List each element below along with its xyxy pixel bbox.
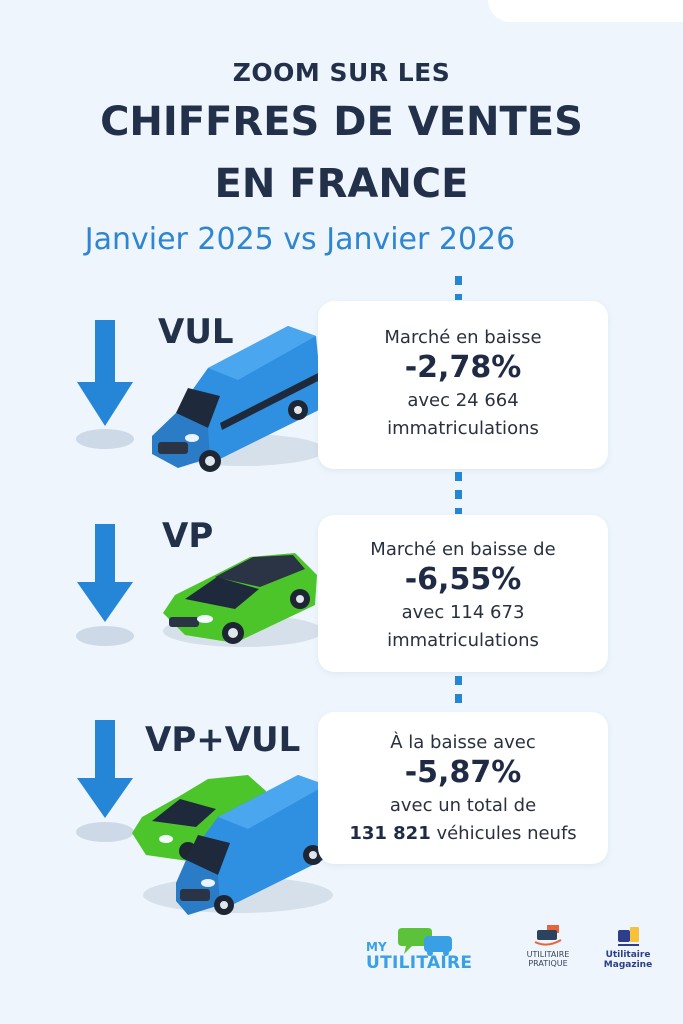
title-line-1: ZOOM SUR LES — [232, 58, 451, 87]
stat-percentage: -5,87% — [404, 755, 522, 790]
period-subtitle: Janvier 2025 vs Janvier 2026 — [84, 222, 516, 257]
section-label: VP — [162, 516, 214, 556]
logo-utilitaire-magazine: Utilitaire Magazine — [598, 926, 658, 976]
stat-total-number: 131 821 — [349, 823, 431, 844]
stat-card-vul: Marché en baisse -2,78% avec 24 664 imma… — [318, 301, 608, 469]
title-line-2: CHIFFRES DE VENTES — [100, 99, 583, 145]
corner-decoration — [488, 0, 683, 22]
page-title: ZOOM SUR LES CHIFFRES DE VENTES EN FRANC… — [0, 58, 683, 211]
stat-unit: immatriculations — [387, 630, 539, 651]
logo-text: Utilitaire — [605, 950, 651, 960]
connector-dash — [455, 676, 462, 710]
car-and-van-icon — [132, 775, 333, 915]
down-arrow-icon — [76, 320, 134, 449]
section-label: VP+VUL — [145, 720, 301, 760]
stat-card-total: À la baisse avec -5,87% avec un total de… — [318, 712, 608, 864]
logo-utilitaire-pratique: UTILITAIRE PRATIQUE — [520, 924, 576, 976]
logo-text-utilitaire: UTILITAIRE — [366, 953, 473, 973]
stat-caption: Marché en baisse — [384, 327, 542, 348]
stat-card-vp: Marché en baisse de -6,55% avec 114 673 … — [318, 515, 608, 672]
connector-dash — [455, 472, 462, 514]
connector-dash — [455, 276, 462, 300]
stat-total: 131 821 véhicules neufs — [318, 820, 608, 848]
logo-myutilitaire: MY UTILITAIRE — [366, 926, 490, 974]
truck-hand-icon — [534, 925, 562, 946]
van-magazine-icon — [618, 927, 639, 946]
stat-count: avec 24 664 — [407, 390, 519, 411]
car-icon — [163, 553, 323, 647]
chat-van-icon — [398, 928, 452, 956]
stat-count: avec 114 673 — [401, 602, 525, 623]
stat-caption: À la baisse avec — [390, 732, 536, 753]
partner-logos: MY UTILITAIRE UTILITAIRE PRATIQUE Utilit… — [0, 920, 683, 980]
stat-percentage: -2,78% — [404, 350, 522, 385]
down-arrow-icon — [76, 524, 134, 646]
stat-caption: Marché en baisse de — [370, 539, 556, 560]
logo-text: UTILITAIRE — [526, 950, 570, 959]
stat-caption-2: avec un total de — [389, 795, 537, 816]
title-line-3: EN FRANCE — [214, 161, 469, 207]
logo-text-my: MY — [366, 940, 387, 954]
stat-unit: immatriculations — [387, 418, 539, 439]
logo-text: Magazine — [603, 960, 653, 970]
stat-total-unit: véhicules neufs — [430, 823, 577, 844]
logo-text: PRATIQUE — [528, 959, 568, 968]
stat-percentage: -6,55% — [404, 562, 522, 597]
van-icon — [152, 326, 325, 472]
down-arrow-icon — [76, 720, 134, 842]
section-label: VUL — [158, 312, 234, 352]
